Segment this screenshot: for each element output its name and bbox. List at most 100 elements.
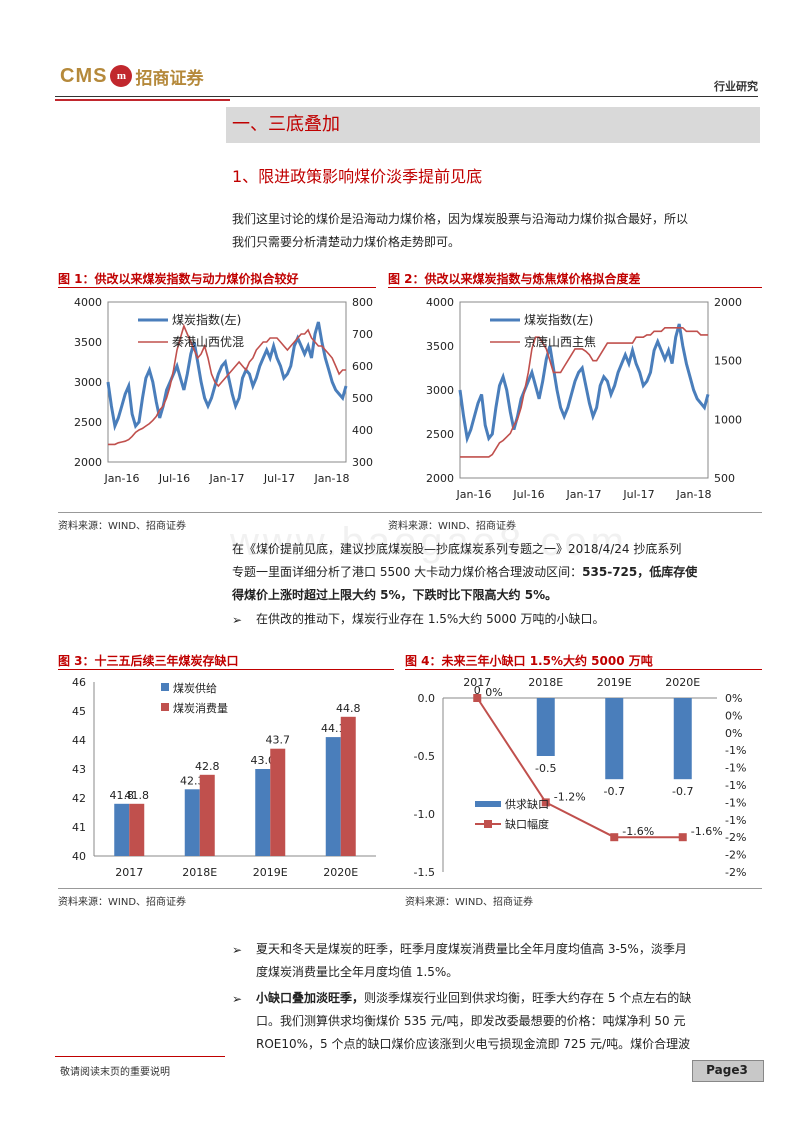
y-right-tick-label: -2% — [725, 831, 746, 844]
y-left-tick-label: 3500 — [74, 336, 102, 349]
legend-label: 秦港山西优混 — [172, 335, 244, 349]
logo-cms-text: CMS — [60, 64, 108, 87]
bar-supply — [325, 737, 341, 856]
mid-line-2: 专题一里面详细分析了港口 5500 大卡动力煤价格合理波动区间：535-725，… — [232, 561, 762, 584]
y-tick-label: -1.0 — [414, 808, 435, 821]
x-tick-label: Jan-18 — [314, 472, 350, 485]
line-data-label: -1.2% — [554, 790, 586, 803]
bar-data-label: 41.8 — [110, 789, 135, 802]
y-tick-label: 0.0 — [418, 692, 436, 705]
bullet-arrow-icon: ➢ — [232, 613, 243, 627]
mid-line-2-bold: 535-725，低库存使 — [582, 565, 698, 579]
bar-data-label: 42.8 — [195, 760, 220, 773]
bar-consumption — [199, 774, 215, 856]
y-left-tick-label: 3500 — [426, 340, 454, 353]
y-right-tick-label: -1% — [725, 814, 746, 827]
x-tick-label: 2020E — [323, 866, 358, 879]
subsection-title: 1、限进政策影响煤价淡季提前见底 — [232, 167, 483, 186]
line-marker — [473, 694, 482, 702]
y-right-tick-label: 300 — [352, 456, 373, 469]
bar-data-label: -0.7 — [672, 785, 693, 798]
bar-data-label: 44.8 — [336, 702, 361, 715]
bar-consumption — [129, 803, 145, 856]
y-left-tick-label: 3000 — [74, 376, 102, 389]
y-right-tick-label: 500 — [714, 472, 735, 485]
y-left-tick-label: 3000 — [426, 384, 454, 397]
x-tick-label: Jan-16 — [456, 488, 492, 501]
bar-supply — [255, 769, 271, 856]
lower-b2-text: 则淡季煤炭行业回到供求均衡，旺季大约存在 5 个点左右的缺 — [364, 991, 692, 1005]
section-title: 一、三底叠加 — [232, 114, 340, 135]
y-right-tick-label: 800 — [352, 296, 373, 309]
bar-data-label: -0.7 — [604, 785, 625, 798]
x-tick-label: Jul-16 — [512, 488, 544, 501]
series-line-coal-index — [106, 321, 348, 432]
x-tick-label: Jul-17 — [263, 472, 295, 485]
y-right-tick-label: 2000 — [714, 296, 742, 309]
fig3-title-rule — [58, 669, 394, 670]
company-logo: CMS m 招商证券 — [60, 62, 203, 90]
x-tick-label: Jan-17 — [566, 488, 602, 501]
fig2-title-rule — [388, 287, 762, 288]
x-tick-label: 2019E — [253, 866, 288, 879]
series-line-coal-price — [108, 323, 346, 446]
bar-data-label: 0 — [474, 684, 481, 697]
mid-paragraph: 在《煤价提前见底，建议抄底煤炭股—抄底煤炭系列专题之一》2018/4/24 抄底… — [232, 538, 762, 607]
fig4-title-rule — [405, 669, 762, 670]
lower-b2-line: 小缺口叠加淡旺季，则淡季煤炭行业回到供求均衡，旺季大约存在 5 个点左右的缺 — [256, 987, 762, 1010]
intro-paragraph: 我们这里讨论的煤价是沿海动力煤价格，因为煤炭股票与沿海动力煤价拟合最好，所以 我… — [232, 208, 762, 254]
bar-supply-gap — [673, 698, 692, 780]
fig4-source: 资料来源：WIND、招商证券 — [405, 897, 534, 908]
line-data-label: 0% — [485, 686, 502, 699]
y-left-tick-label: 2000 — [426, 472, 454, 485]
fig4-svg: 0.0-0.5-1.0-1.50%0%0%-1%-1%-1%-1%-1%-2%-… — [414, 676, 747, 879]
bar-consumption — [340, 716, 356, 856]
section-title-bar — [226, 107, 760, 143]
x-tick-label: 2018E — [528, 676, 563, 689]
fig2-chart: 2000 2500 3000 3500 4000 500 1000 1500 2000 Jan-1… — [388, 288, 762, 516]
mid-line-2-text: 专题一里面详细分析了港口 5500 大卡动力煤价格合理波动区间： — [232, 565, 583, 579]
bar-supply-gap — [536, 698, 555, 756]
lower-b2-line: ROE10%，5 个点的缺口煤价应该涨到火电亏损现金流即 725 元/吨。煤价合… — [256, 1037, 691, 1051]
mid-line-1: 在《煤价提前见底，建议抄底煤炭股—抄底煤炭系列专题之一》2018/4/24 抄底… — [232, 542, 682, 556]
y-right-tick-label: 700 — [352, 328, 373, 341]
bar-data-label: 41.8 — [125, 789, 150, 802]
header-divider — [55, 96, 758, 97]
lower-b1-line: 夏天和冬天是煤炭的旺季，旺季月度煤炭消费量比全年月度均值高 3-5%，淡季月 — [256, 942, 687, 956]
legend-label: 供求缺口 — [505, 797, 549, 811]
fig4-chart: 0.0 -0.5 -1.0 -1.5 0% 0% 0% -1% -1% -1% -1% -1% -2% -… — [405, 672, 762, 888]
x-tick-label: Jan-18 — [676, 488, 712, 501]
series-line-coal-price — [460, 326, 708, 458]
bullet-arrow-icon: ➢ — [232, 943, 243, 957]
legend-label: 缺口幅度 — [505, 817, 549, 831]
y-tick-label: 41 — [72, 821, 86, 834]
y-right-tick-label: 1000 — [714, 413, 742, 426]
bar-consumption — [270, 748, 286, 856]
y-right-tick-label: -1% — [725, 779, 746, 792]
intro-line: 我们只需要分析清楚动力煤价格走势即可。 — [232, 235, 461, 249]
y-right-tick-label: -1% — [725, 744, 746, 757]
x-tick-label: 2019E — [597, 676, 632, 689]
legend-label: 煤炭供给 — [173, 681, 217, 695]
logo-company-name: 招商证券 — [135, 68, 204, 89]
mid-line-3: 得煤价上涨时超过上限大约 5%，下跌时比下限高大约 5%。 — [232, 584, 762, 607]
x-tick-label: 2017 — [115, 866, 143, 879]
legend-swatch — [161, 683, 169, 691]
bar-data-label: -0.5 — [535, 762, 556, 775]
fig2-source: 资料来源：WIND、招商证券 — [388, 521, 517, 532]
bar-supply — [114, 803, 130, 856]
line-data-label: -1.6% — [622, 825, 654, 838]
y-left-tick-label: 4000 — [426, 296, 454, 309]
bar-supply-gap — [605, 698, 624, 780]
bar-data-label: 43.0 — [251, 754, 276, 767]
bar-data-label: 44.1 — [321, 722, 346, 735]
y-right-tick-label: -1% — [725, 762, 746, 775]
page-number-box — [692, 1060, 764, 1082]
legend-swatch — [161, 703, 169, 711]
lower-b2-bold: 小缺口叠加淡旺季， — [256, 991, 365, 1005]
logo-seal-icon: m — [110, 65, 133, 87]
legend-label: 煤炭指数(左) — [524, 312, 593, 327]
line-marker — [541, 798, 550, 807]
report-category: 行业研究 — [714, 80, 758, 93]
x-tick-label: Jan-16 — [104, 472, 140, 485]
